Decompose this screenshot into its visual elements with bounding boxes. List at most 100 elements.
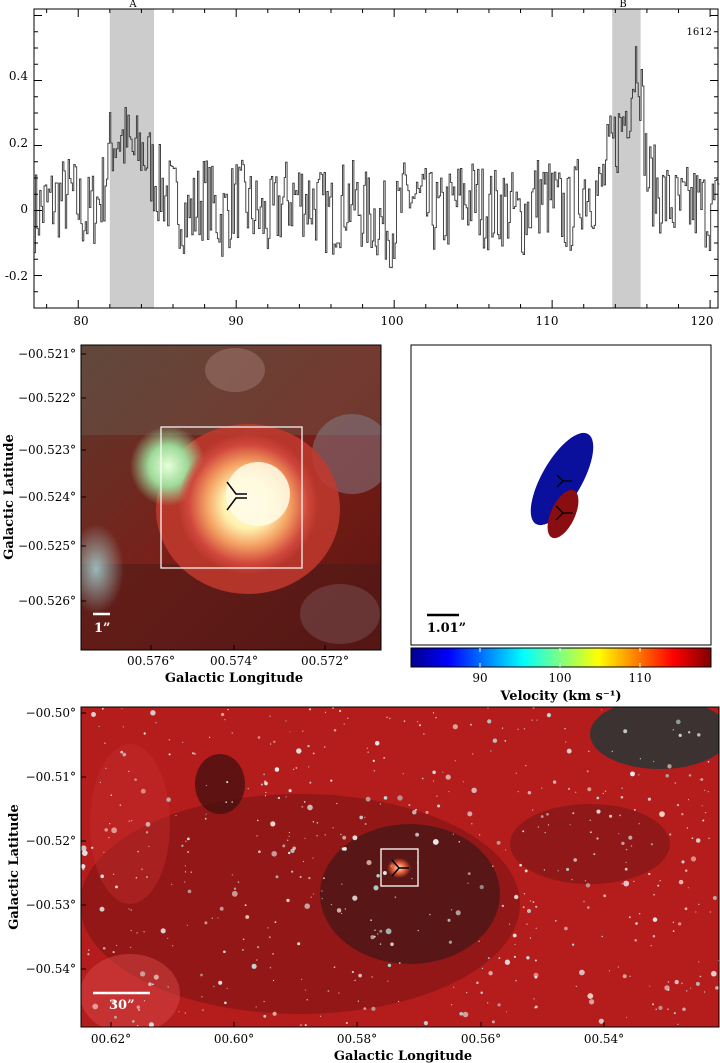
star [217, 917, 219, 919]
region-label-a: A [128, 0, 137, 10]
star [92, 1003, 99, 1010]
star [101, 707, 104, 710]
star [589, 831, 592, 834]
star [257, 819, 259, 822]
star [707, 791, 709, 793]
star [82, 867, 85, 871]
star [134, 778, 137, 781]
star [638, 912, 641, 915]
star [373, 935, 376, 938]
star [340, 912, 343, 915]
star [411, 878, 413, 880]
zoom-region-box [380, 848, 419, 887]
star [684, 907, 688, 911]
star [651, 1003, 655, 1006]
star [573, 858, 578, 862]
star [514, 943, 516, 946]
star [686, 827, 689, 829]
star [488, 970, 493, 976]
star [712, 895, 717, 901]
wide-image-frame [80, 706, 720, 1028]
star [432, 712, 435, 714]
star [110, 794, 113, 797]
star [237, 881, 240, 883]
star [136, 1024, 139, 1027]
star [187, 837, 190, 841]
spectrum-label: 1612 [687, 27, 712, 38]
star [432, 780, 435, 782]
star [526, 908, 532, 914]
star [514, 894, 519, 900]
star [81, 845, 87, 852]
star [302, 730, 304, 732]
star [452, 724, 458, 730]
star [301, 805, 304, 808]
star [527, 791, 532, 795]
star [226, 987, 228, 990]
star [99, 906, 105, 912]
star [462, 781, 464, 783]
star [233, 887, 237, 890]
star [128, 820, 130, 822]
star [564, 728, 566, 730]
star [379, 929, 383, 933]
star [575, 985, 577, 987]
star [201, 996, 203, 998]
star [231, 874, 233, 876]
star [145, 831, 149, 834]
star [715, 986, 719, 990]
star [282, 844, 286, 848]
star [634, 939, 637, 942]
star [146, 876, 148, 878]
star [263, 773, 265, 776]
star [657, 884, 660, 887]
star [178, 1011, 180, 1013]
star [291, 870, 294, 873]
star [672, 930, 675, 932]
star [336, 908, 342, 913]
maser-marker-icon [555, 474, 573, 521]
star [115, 944, 118, 946]
star [100, 874, 105, 879]
star [587, 993, 594, 999]
star [274, 767, 280, 772]
star [462, 1011, 469, 1018]
star [312, 893, 315, 895]
wide-image-panel: 30” −00.50° −00.51° −00.52° −00.53° −00.… [7, 706, 720, 1063]
star [544, 831, 546, 834]
star [286, 898, 290, 903]
star [269, 966, 272, 969]
star [435, 717, 437, 719]
star [373, 770, 375, 772]
scale-bar-label: 30” [109, 998, 135, 1013]
star [455, 910, 461, 916]
star [120, 750, 124, 754]
star [476, 981, 479, 985]
star [304, 989, 307, 991]
star [338, 992, 340, 994]
star [274, 921, 277, 923]
star [650, 843, 653, 846]
star [379, 803, 382, 805]
star [153, 974, 159, 980]
star [204, 921, 208, 925]
star [374, 740, 380, 746]
star [699, 975, 702, 978]
star [151, 983, 154, 986]
star [256, 959, 258, 961]
star [148, 982, 152, 986]
y-tick-label: −00.523° [18, 443, 76, 457]
wide-image [81, 707, 719, 1027]
star [695, 911, 697, 913]
y-tick-label: −00.524° [18, 490, 76, 504]
star [108, 836, 110, 839]
star [588, 999, 595, 1005]
star [312, 752, 315, 755]
star [546, 712, 552, 718]
star [264, 781, 268, 786]
star [302, 860, 305, 863]
star [202, 1009, 204, 1011]
star [596, 837, 599, 840]
star [301, 978, 303, 980]
star [677, 1023, 679, 1025]
